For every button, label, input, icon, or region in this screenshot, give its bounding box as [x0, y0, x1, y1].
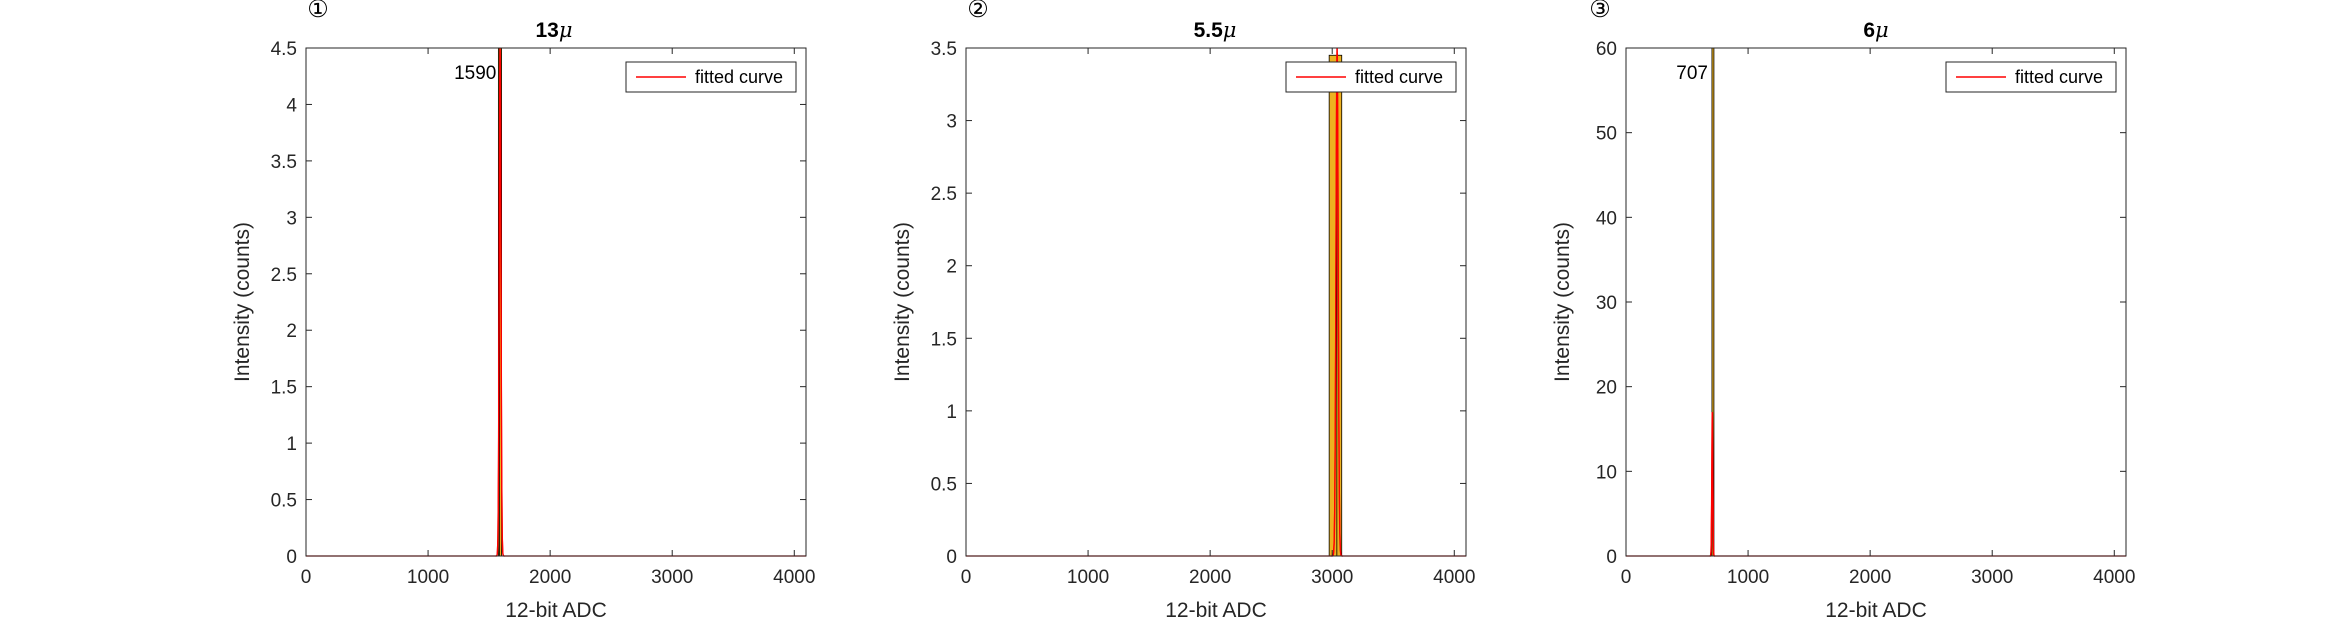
x-tick-label: 0 [1621, 567, 1632, 588]
panel-number-label: ① [307, 0, 329, 23]
y-tick-label: 3.5 [931, 39, 957, 60]
chart-title-value: 13 [535, 19, 558, 42]
y-axis-label: Intensity (counts) [1551, 222, 1574, 382]
chart-panel-3: 0 1000 2000 3000 4000 0 10 20 30 40 50 60 12-bit ADC… [1551, 0, 2135, 622]
peak-value-label: 1590 [454, 63, 496, 84]
legend: fitted curve [1285, 61, 1457, 93]
y-tick-label: 0 [946, 547, 957, 568]
fitted-curve-line [966, 53, 1466, 557]
y-tick-label: 0 [286, 547, 297, 568]
x-tick-label: 2000 [1189, 567, 1231, 588]
panel-number-label: ③ [1589, 0, 1611, 23]
y-tick-label: 3 [286, 208, 297, 229]
legend-entry-label: fitted curve [695, 67, 783, 87]
x-tick-label: 1000 [1727, 567, 1769, 588]
x-tick-label: 0 [961, 567, 972, 588]
x-axis-label: 12-bit ADC [1165, 599, 1267, 622]
y-tick-label: 1.5 [271, 378, 297, 399]
x-axis-label: 12-bit ADC [505, 599, 607, 622]
x-tick-label: 4000 [1433, 567, 1475, 588]
y-tick-label: 2.5 [931, 184, 957, 205]
chart-title-symbol: μ [1875, 18, 1889, 42]
x-tick-label: 3000 [651, 567, 693, 588]
x-tick-label: 3000 [1971, 567, 2013, 588]
y-tick-label: 30 [1596, 293, 1617, 314]
x-tick-label: 4000 [2093, 567, 2135, 588]
y-tick-label: 4 [286, 95, 297, 116]
y-tick-label: 1 [946, 402, 957, 423]
y-tick-label: 1.5 [931, 329, 957, 350]
y-tick-label: 4.5 [271, 39, 297, 60]
x-tick-label: 0 [301, 567, 312, 588]
chart-panel-1: 0 1000 2000 3000 4000 0 0.5 1 1.5 2 2.5 3 3.5 4 4.5 12-… [231, 0, 815, 622]
y-tick-label: 0.5 [271, 491, 297, 512]
y-tick-label: 3.5 [271, 152, 297, 173]
y-tick-label: 50 [1596, 124, 1617, 145]
x-tick-label: 1000 [407, 567, 449, 588]
y-tick-label: 60 [1596, 39, 1617, 60]
chart-title: 5.5μ [1194, 18, 1237, 42]
y-tick-label: 10 [1596, 462, 1617, 483]
y-tick-label: 2 [286, 321, 297, 342]
chart-title-symbol: μ [559, 18, 573, 42]
y-tick-label: 1 [286, 434, 297, 455]
y-axis-label: Intensity (counts) [891, 222, 914, 382]
x-tick-label: 1000 [1067, 567, 1109, 588]
chart-title-symbol: μ [1223, 18, 1237, 42]
x-tick-label: 2000 [1849, 567, 1891, 588]
y-tick-label: 0.5 [931, 474, 957, 495]
y-tick-label: 0 [1606, 547, 1617, 568]
chart-title: 13μ [535, 18, 572, 42]
x-tick-label: 2000 [529, 567, 571, 588]
x-tick-label: 4000 [773, 567, 815, 588]
chart-panel-2: 0 1000 2000 3000 4000 0 0.5 1 1.5 2 2.5 3 3.5 12-bit … [891, 0, 1475, 622]
x-axis-label: 12-bit ADC [1825, 599, 1927, 622]
y-axis-label: Intensity (counts) [231, 222, 254, 382]
legend-entry-label: fitted curve [2015, 67, 2103, 87]
legend: fitted curve [1945, 61, 2117, 93]
fitted-curve-line [306, 75, 806, 557]
y-tick-label: 20 [1596, 378, 1617, 399]
axes-box [305, 47, 807, 557]
y-tick-label: 2.5 [271, 265, 297, 286]
axes-box [965, 47, 1467, 557]
legend-entry-label: fitted curve [1355, 67, 1443, 87]
fitted-curve-line [1626, 412, 2126, 557]
chart-title: 6μ [1863, 18, 1888, 42]
legend: fitted curve [625, 61, 797, 93]
chart-title-value: 5.5 [1194, 19, 1224, 42]
x-tick-label: 3000 [1311, 567, 1353, 588]
fitted-curve-peak [1709, 412, 1715, 557]
y-tick-label: 3 [946, 112, 957, 133]
peak-value-label: 707 [1676, 63, 1708, 84]
panel-number-label: ② [967, 0, 989, 23]
axes-box [1625, 47, 2127, 557]
y-tick-label: 40 [1596, 208, 1617, 229]
y-tick-label: 2 [946, 257, 957, 278]
chart-title-value: 6 [1863, 19, 1875, 42]
